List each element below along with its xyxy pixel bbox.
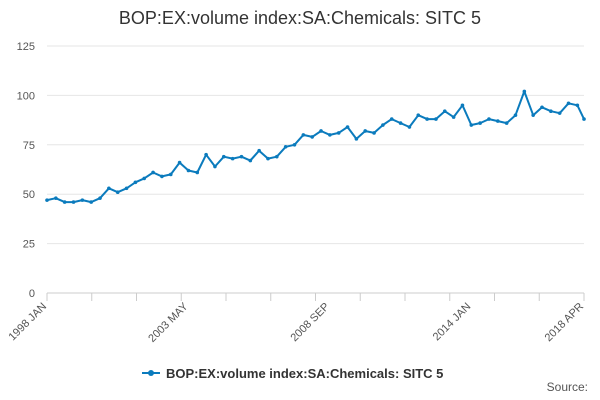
data-point [504, 121, 509, 125]
data-point [434, 117, 438, 121]
data-point [221, 154, 226, 159]
data-point [478, 121, 482, 125]
data-point [460, 103, 465, 108]
data-point [89, 200, 93, 204]
data-point [557, 111, 562, 115]
chart-title: BOP:EX:volume index:SA:Chemicals: SITC 5 [118, 8, 482, 28]
x-tick-label: 2008 SEP [288, 301, 332, 345]
data-point [115, 190, 120, 195]
data-point [549, 109, 553, 114]
data-point [522, 89, 527, 94]
axis-layer: 0 25 50 75 100 125 1998 JAN 2003 MAY 2008 SEP 201… [6, 41, 586, 345]
x-tick-label: 1998 JAN [6, 301, 49, 344]
data-point [275, 154, 279, 159]
data-point [540, 105, 544, 110]
data-point [575, 103, 580, 108]
x-tick-label: 2003 MAY [146, 300, 191, 345]
y-tick-label: 0 [29, 288, 35, 300]
data-point [354, 137, 359, 141]
data-point [283, 144, 288, 149]
data-point [151, 170, 155, 175]
data-point [425, 117, 429, 121]
data-point [239, 154, 244, 159]
data-point [168, 172, 173, 177]
data-point [257, 148, 261, 153]
data-point [381, 123, 385, 127]
grid-layer [47, 45, 584, 294]
data-point [345, 125, 350, 129]
data-point [531, 113, 535, 117]
data-point [398, 121, 403, 125]
legend-label: BOP:EX:volume index:SA:Chemicals: SITC 5 [166, 366, 443, 381]
data-point [566, 101, 571, 106]
y-tick-label: 125 [17, 41, 35, 53]
data-point [107, 186, 111, 191]
data-point [133, 180, 138, 185]
data-point [266, 156, 270, 161]
data-point [195, 170, 200, 175]
legend[interactable]: BOP:EX:volume index:SA:Chemicals: SITC 5 [142, 366, 443, 381]
data-point [98, 196, 102, 200]
data-point [186, 168, 191, 173]
data-point [442, 109, 447, 114]
y-tick-label: 75 [23, 140, 35, 152]
data-point [160, 174, 164, 179]
data-point [372, 131, 376, 135]
series-line [46, 90, 585, 204]
x-tick-label: 2018 APR [543, 301, 587, 345]
data-point [71, 200, 76, 204]
data-point [177, 160, 182, 165]
data-point [310, 135, 314, 139]
data-point [45, 198, 49, 202]
data-point [451, 115, 456, 119]
data-point [204, 152, 208, 157]
y-tick-label: 100 [17, 90, 35, 102]
data-point [301, 133, 306, 137]
data-point [582, 117, 586, 121]
data-point [336, 131, 341, 135]
data-point [142, 176, 147, 181]
data-point [54, 196, 58, 200]
data-point [62, 200, 67, 204]
data-point [328, 133, 332, 137]
data-point [416, 113, 421, 117]
data-point [292, 143, 297, 147]
y-tick-label: 25 [23, 239, 35, 251]
data-point [213, 164, 217, 169]
source-label: Source: [546, 380, 588, 394]
data-point [124, 186, 129, 191]
data-point [407, 125, 412, 129]
data-point [230, 156, 235, 161]
series-layer [45, 89, 586, 204]
data-point [80, 198, 85, 202]
data-point [496, 119, 500, 123]
data-point [319, 129, 323, 133]
y-tick-label: 50 [23, 189, 35, 201]
x-tick-label: 2014 JAN [431, 301, 474, 344]
data-point [487, 117, 491, 121]
data-point [248, 158, 253, 163]
legend-marker [148, 370, 154, 376]
data-point [469, 123, 474, 127]
data-point [363, 129, 368, 133]
data-point [389, 117, 394, 121]
data-point [513, 113, 518, 117]
